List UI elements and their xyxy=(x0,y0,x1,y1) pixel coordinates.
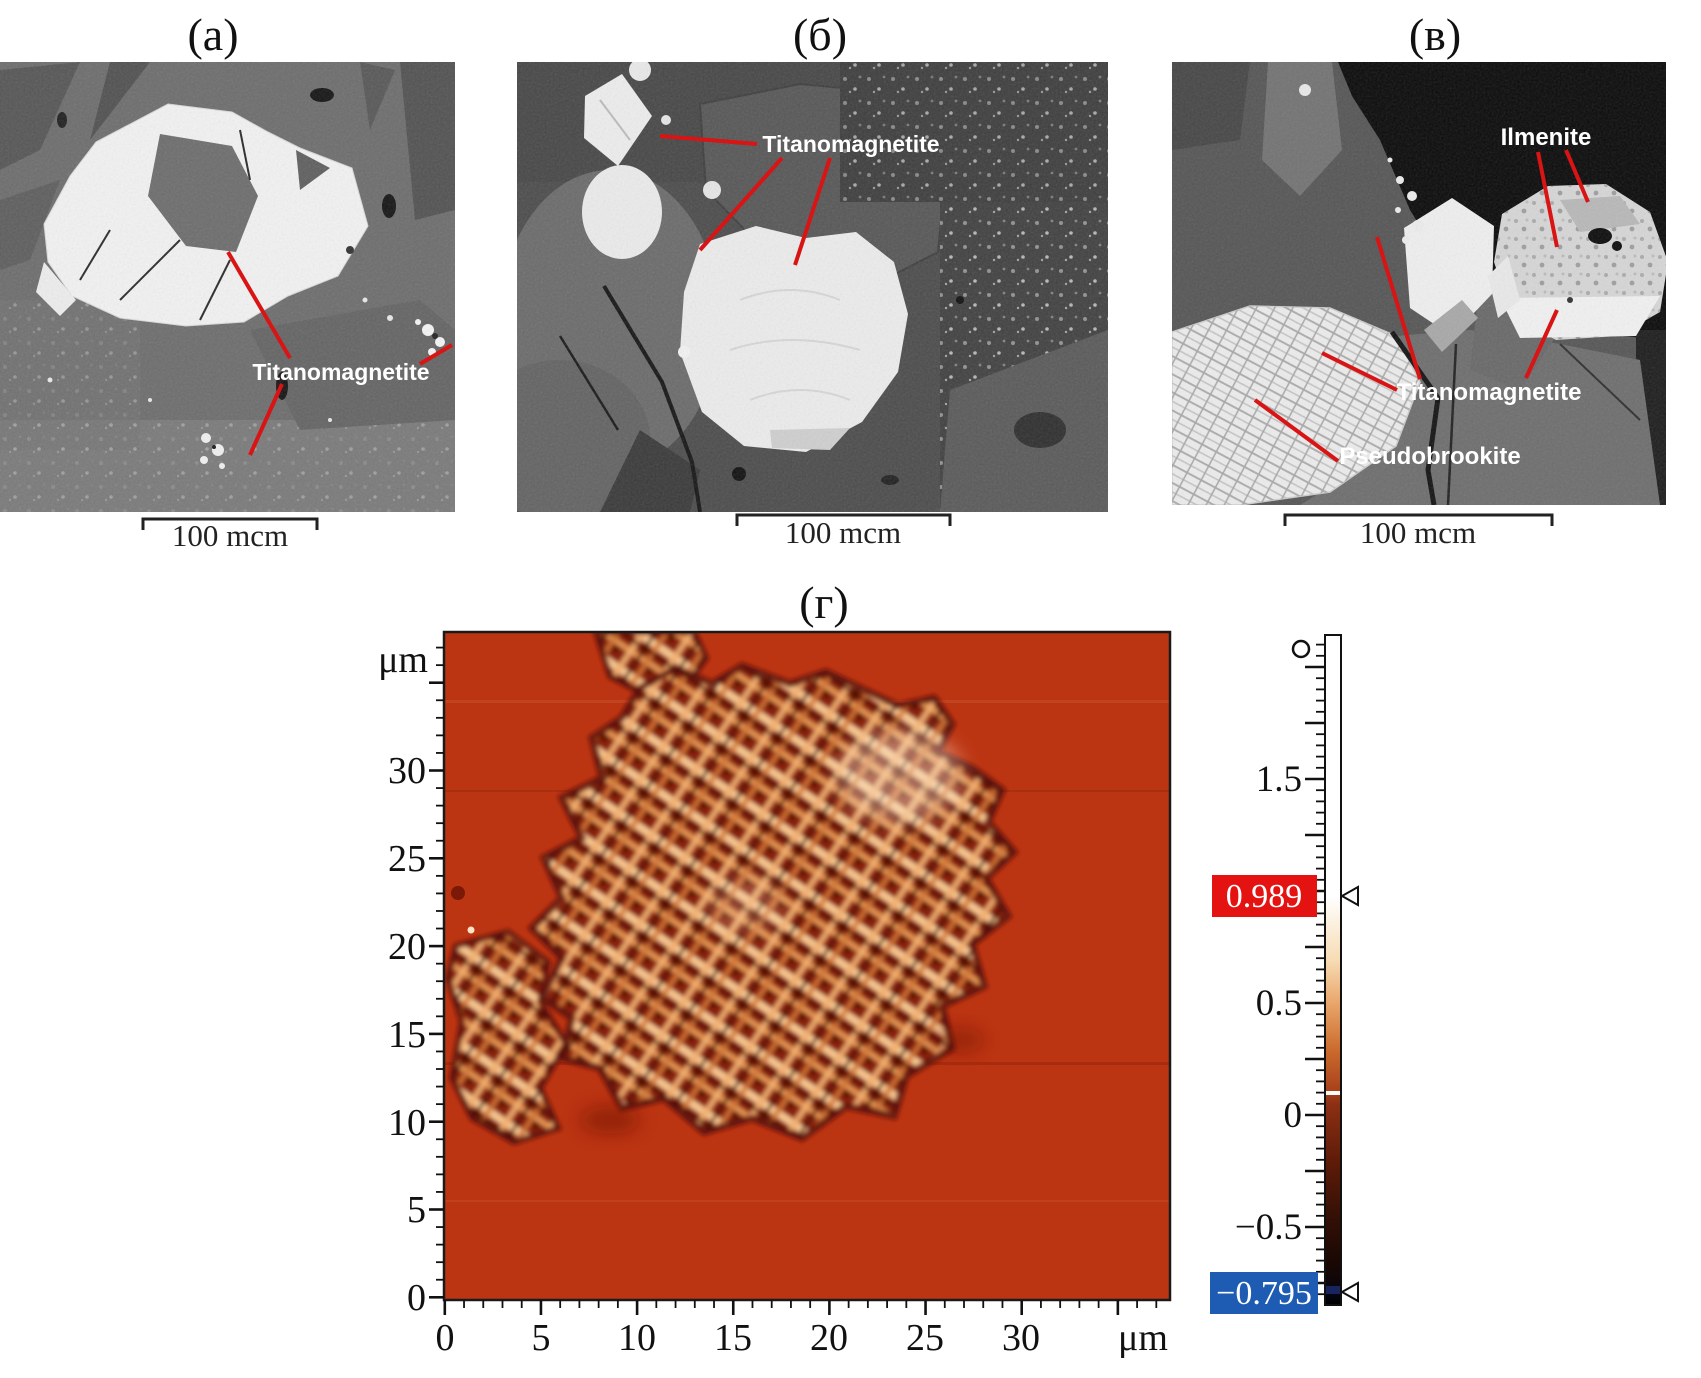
y-axis-ticks xyxy=(429,646,444,1299)
panel-b-annotation-label: Titanomagnetite xyxy=(762,131,939,157)
svg-text:0.5: 0.5 xyxy=(1256,983,1302,1024)
panel-a-title: (а) xyxy=(187,9,238,60)
panel-b-scale-label: 100 mcm xyxy=(785,515,901,550)
svg-text:5: 5 xyxy=(532,1317,551,1359)
x-axis-tick-labels: 0 5 10 15 20 25 30 xyxy=(436,1317,1041,1359)
panel-b-annotation-lines xyxy=(659,134,832,266)
colorbar-tick-labels: 1.5 0.5 0 −0.5 xyxy=(1235,759,1302,1248)
panel-a-annotation-label: Titanomagnetite xyxy=(252,359,429,385)
svg-text:0: 0 xyxy=(407,1277,426,1319)
colorbar-gradient-bar xyxy=(1324,634,1342,1306)
panel-v-annotation-lines xyxy=(1253,149,1590,463)
svg-text:30: 30 xyxy=(1002,1317,1040,1359)
svg-text:15: 15 xyxy=(714,1317,752,1359)
svg-text:−0.5: −0.5 xyxy=(1235,1207,1302,1248)
y-axis-tick-labels: 30 25 20 15 10 5 0 xyxy=(388,750,426,1319)
colorbar-max-marker[interactable]: 0.989 xyxy=(1212,875,1359,917)
ilmenite-label: Ilmenite xyxy=(1501,124,1592,151)
svg-text:0: 0 xyxy=(436,1317,455,1359)
panel-g-afm-image xyxy=(444,632,1170,1300)
colorbar-min-value: −0.795 xyxy=(1216,1275,1312,1312)
svg-text:0: 0 xyxy=(1284,1095,1303,1136)
panel-b-sem-image: Titanomagnetite xyxy=(517,62,1108,512)
svg-text:25: 25 xyxy=(388,838,426,880)
x-axis-unit-label: μm xyxy=(1118,1317,1168,1359)
svg-text:20: 20 xyxy=(810,1317,848,1359)
panel-v-sem-image: Ilmenite Titanomagnetite Pseudobrookite xyxy=(1172,62,1666,505)
panel-a-sem-image: Titanomagnetite xyxy=(0,62,455,512)
svg-text:10: 10 xyxy=(388,1102,426,1144)
svg-text:20: 20 xyxy=(388,926,426,968)
panel-v-scale-bar: 100 mcm xyxy=(1283,513,1554,550)
mfm-grain-cluster xyxy=(444,928,570,1146)
panel-g-title: (г) xyxy=(799,577,849,628)
pseudobrookite-label: Pseudobrookite xyxy=(1339,443,1520,470)
titanomagnetite-label-v: Titanomagnetite xyxy=(1397,379,1582,406)
svg-text:10: 10 xyxy=(618,1317,656,1359)
colorbar-ruler-ticks xyxy=(1305,643,1325,1296)
panel-v-title: (в) xyxy=(1409,9,1461,60)
svg-text:30: 30 xyxy=(388,750,426,792)
panel-b-title: (б) xyxy=(793,9,847,60)
panel-a-annotation-lines xyxy=(226,250,454,456)
svg-text:15: 15 xyxy=(388,1014,426,1056)
panel-b-scale-bar: 100 mcm xyxy=(735,513,952,550)
colorbar-max-value: 0.989 xyxy=(1226,878,1303,915)
panel-a-scale-label: 100 mcm xyxy=(172,518,288,553)
afm-image-border xyxy=(442,630,1172,1302)
svg-text:1.5: 1.5 xyxy=(1256,759,1302,800)
colorbar-top-circle-marker[interactable] xyxy=(1291,639,1311,659)
y-axis-unit-label: μm xyxy=(378,639,428,681)
svg-text:25: 25 xyxy=(906,1317,944,1359)
panel-a-scale-bar: 100 mcm xyxy=(141,517,319,553)
svg-text:5: 5 xyxy=(407,1189,426,1231)
x-axis-ticks xyxy=(443,1300,1158,1315)
panel-v-scale-label: 100 mcm xyxy=(1360,515,1476,550)
colorbar-min-marker[interactable]: −0.795 xyxy=(1210,1272,1359,1314)
colorbar: 1.5 0.5 0 −0.5 0.989 −0.795 xyxy=(1210,634,1359,1314)
